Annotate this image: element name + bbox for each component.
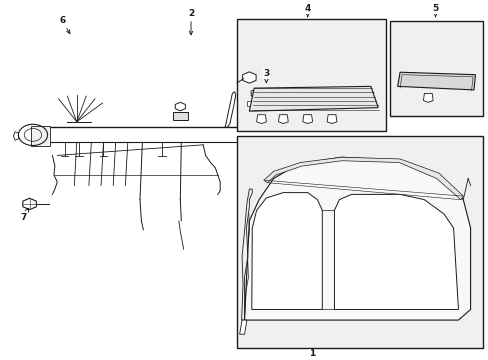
Bar: [237, 136, 482, 348]
Text: 6: 6: [59, 16, 70, 33]
Bar: [173, 112, 187, 120]
Text: 4: 4: [304, 4, 310, 17]
Bar: [389, 21, 482, 117]
Polygon shape: [334, 194, 458, 310]
Polygon shape: [249, 86, 377, 111]
Polygon shape: [239, 320, 246, 334]
Polygon shape: [244, 157, 469, 320]
Polygon shape: [251, 89, 262, 98]
Text: 1: 1: [309, 348, 315, 358]
Polygon shape: [14, 132, 19, 140]
Polygon shape: [256, 115, 266, 123]
Polygon shape: [264, 157, 462, 200]
Text: 2: 2: [187, 9, 194, 35]
Polygon shape: [397, 72, 474, 90]
Polygon shape: [278, 115, 287, 123]
Bar: [237, 19, 385, 131]
Polygon shape: [302, 115, 312, 123]
Polygon shape: [175, 102, 185, 111]
Polygon shape: [242, 72, 256, 83]
Polygon shape: [224, 92, 235, 127]
Polygon shape: [23, 198, 36, 210]
Polygon shape: [326, 115, 336, 123]
Bar: [246, 101, 256, 106]
Polygon shape: [251, 193, 322, 310]
Text: 7: 7: [20, 208, 29, 222]
Text: 5: 5: [431, 4, 438, 17]
Text: 3: 3: [263, 69, 269, 83]
Polygon shape: [30, 126, 50, 146]
Polygon shape: [266, 90, 274, 99]
Polygon shape: [423, 94, 432, 102]
Polygon shape: [241, 189, 252, 320]
